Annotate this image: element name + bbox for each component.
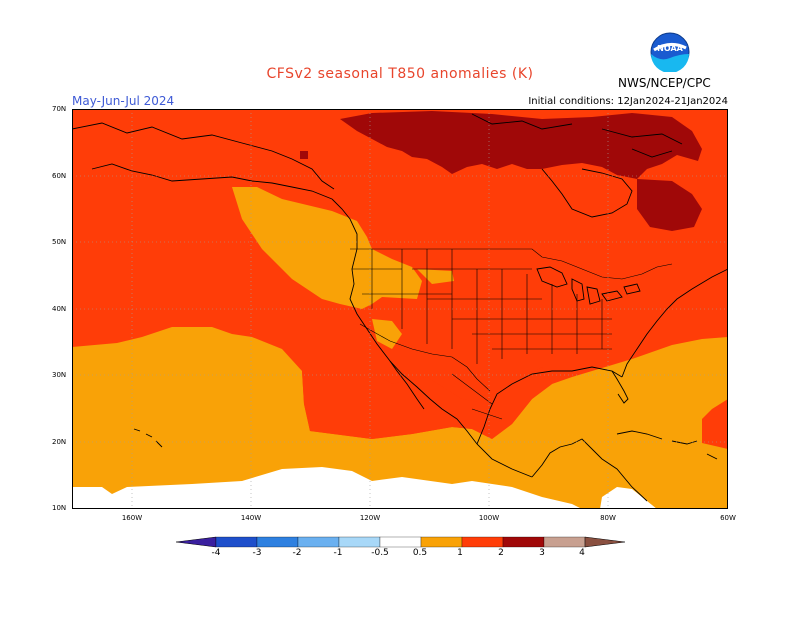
lon-label-120w: 120W xyxy=(359,514,381,522)
lat-label-10n: 10N xyxy=(52,504,67,512)
anomaly-region-2-3-alaska-dot xyxy=(300,151,308,159)
anomaly-region-near-zero-caribbean xyxy=(600,487,657,509)
colorbar-label-neg2: -2 xyxy=(292,548,302,558)
lat-label-20n: 20N xyxy=(52,438,67,446)
colorbar-segment xyxy=(502,536,545,548)
colorbar-label-neg0-5: -0.5 xyxy=(371,548,389,558)
colorbar-segment xyxy=(420,536,463,548)
colorbar-segment xyxy=(379,536,422,548)
anomaly-region-0-5-1-northwest xyxy=(232,187,422,309)
colorbar-label-2: 2 xyxy=(498,548,504,558)
lat-label-70n: 70N xyxy=(52,105,67,113)
colorbar-arrow-low xyxy=(175,536,217,548)
lat-label-60n: 60N xyxy=(52,172,67,180)
season-label: May-Jun-Jul 2024 xyxy=(72,94,175,108)
colorbar-label-1: 1 xyxy=(457,548,463,558)
lon-label-140w: 140W xyxy=(240,514,262,522)
anomaly-region-2-3-north xyxy=(340,111,702,179)
colorbar-label-0-5: 0.5 xyxy=(412,548,428,558)
noaa-logo: NOAA xyxy=(650,32,690,76)
anomaly-region-near-zero-south xyxy=(72,467,582,509)
colorbar-label-neg3: -3 xyxy=(252,548,262,558)
colorbar-label-neg1: -1 xyxy=(333,548,343,558)
anomaly-region-1-2-mexico xyxy=(302,367,552,439)
lon-label-100w: 100W xyxy=(478,514,500,522)
colorbar xyxy=(175,536,626,548)
anomaly-region-0-5-1-west-patch xyxy=(372,319,402,349)
colorbar-segment xyxy=(256,536,299,548)
colorbar-segment xyxy=(338,536,381,548)
colorbar-label-4: 4 xyxy=(579,548,585,558)
initial-conditions-label: Initial conditions: 12Jan2024-21Jan2024 xyxy=(528,96,728,107)
svg-text:NOAA: NOAA xyxy=(657,44,683,53)
map-frame xyxy=(72,109,728,509)
political-borders xyxy=(350,248,673,420)
lon-label-160w: 160W xyxy=(121,514,143,522)
coastlines xyxy=(72,113,728,502)
colorbar-segment xyxy=(543,536,586,548)
lat-label-40n: 40N xyxy=(52,305,67,313)
chart-title: CFSv2 seasonal T850 anomalies (K) xyxy=(266,66,534,82)
agency-label: NWS/NCEP/CPC xyxy=(618,76,711,90)
colorbar-arrow-high xyxy=(584,536,626,548)
anomaly-region-0-5-1-south xyxy=(72,327,728,509)
lat-label-30n: 30N xyxy=(52,371,67,379)
lon-label-60w: 60W xyxy=(720,514,736,522)
colorbar-segment xyxy=(461,536,504,548)
lat-label-50n: 50N xyxy=(52,238,67,246)
graticule xyxy=(72,109,728,509)
colorbar-segment xyxy=(215,536,258,548)
anomaly-region-2-3-labrador xyxy=(637,179,702,231)
colorbar-label-3: 3 xyxy=(539,548,545,558)
lon-label-80w: 80W xyxy=(600,514,616,522)
colorbar-segment xyxy=(297,536,340,548)
colorbar-label-neg4: -4 xyxy=(211,548,221,558)
anomaly-map xyxy=(72,109,728,509)
anomaly-region-0-5-1-plains-patch xyxy=(417,269,454,284)
